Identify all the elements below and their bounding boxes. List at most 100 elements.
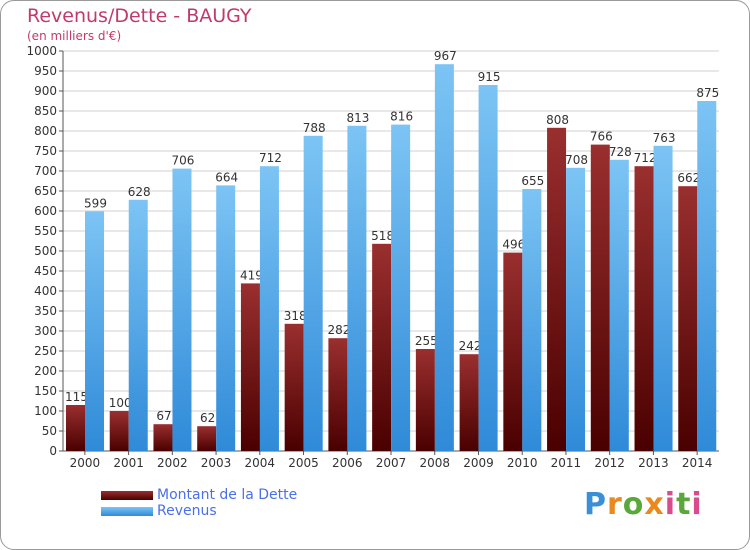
x-tick-label-2014: 2014: [682, 456, 713, 470]
x-tick-label-2007: 2007: [376, 456, 407, 470]
data-label-debt-2002: 67: [156, 409, 171, 423]
bar-debt-2002: [153, 424, 173, 451]
bar-debt-2011: [547, 127, 567, 452]
data-label-revenus-2003: 664: [215, 170, 238, 184]
bar-revenus-2001: [128, 199, 148, 451]
data-label-revenus-2007: 816: [390, 110, 413, 124]
y-tick-label-650: 650: [34, 184, 57, 198]
y-tick-label-600: 600: [34, 204, 57, 218]
bar-debt-2012: [590, 144, 610, 451]
y-tick-label-250: 250: [34, 344, 57, 358]
y-tick-label-450: 450: [34, 264, 57, 278]
x-tick-label-2010: 2010: [507, 456, 538, 470]
data-label-revenus-2006: 813: [346, 111, 369, 125]
x-tick-label-2012: 2012: [594, 456, 625, 470]
data-label-revenus-2010: 655: [521, 174, 544, 188]
y-tick-label-50: 50: [42, 424, 57, 438]
bar-debt-2005: [284, 323, 304, 451]
data-label-debt-2014: 662: [677, 171, 700, 185]
y-tick-label-800: 800: [34, 124, 57, 138]
bar-revenus-2002: [172, 168, 192, 451]
x-tick-label-2006: 2006: [332, 456, 363, 470]
y-tick-label-500: 500: [34, 244, 57, 258]
data-label-revenus-2005: 788: [303, 121, 326, 135]
y-tick-label-850: 850: [34, 104, 57, 118]
data-label-debt-2001: 100: [109, 396, 132, 410]
bar-revenus-2006: [347, 125, 367, 452]
bar-revenus-2007: [391, 124, 411, 451]
data-label-debt-2003: 62: [200, 411, 215, 425]
data-label-revenus-2001: 628: [128, 185, 151, 199]
bar-revenus-2010: [522, 189, 542, 451]
legend-item-revenus: Revenus: [101, 503, 297, 519]
legend-item-debt: Montant de la Dette: [101, 487, 297, 503]
data-label-debt-2012: 766: [590, 130, 613, 144]
y-tick-label-350: 350: [34, 304, 57, 318]
y-tick-label-100: 100: [34, 404, 57, 418]
bar-revenus-2005: [303, 135, 323, 452]
bar-debt-2001: [109, 411, 129, 451]
y-tick-label-150: 150: [34, 384, 57, 398]
bar-revenus-2013: [653, 145, 673, 452]
bar-debt-2013: [634, 166, 654, 451]
y-tick-label-200: 200: [34, 364, 57, 378]
chart-subtitle: (en milliers d'€): [27, 29, 122, 43]
chart-legend: Montant de la Dette Revenus: [101, 487, 297, 519]
x-tick-label-2005: 2005: [288, 456, 319, 470]
bar-debt-2010: [503, 252, 523, 451]
bar-debt-2006: [328, 338, 348, 451]
y-tick-label-950: 950: [34, 64, 57, 78]
y-tick-label-0: 0: [49, 444, 57, 458]
y-tick-label-300: 300: [34, 324, 57, 338]
legend-label-revenus: Revenus: [157, 503, 217, 519]
x-tick-label-2002: 2002: [157, 456, 188, 470]
data-label-debt-2005: 318: [284, 309, 307, 323]
data-label-debt-2007: 518: [371, 229, 394, 243]
data-label-revenus-2004: 712: [259, 151, 282, 165]
bar-debt-2014: [678, 186, 698, 451]
y-tick-label-400: 400: [34, 284, 57, 298]
x-tick-label-2009: 2009: [463, 456, 494, 470]
proxiti-logo: Proxiti: [584, 487, 703, 522]
x-tick-label-2001: 2001: [113, 456, 144, 470]
bar-debt-2008: [415, 349, 435, 451]
data-label-debt-2008: 255: [415, 334, 438, 348]
bar-chart: 0 50 100 150 200 250 300 350 400 450 500 550 600 650 7…: [26, 44, 719, 470]
bar-revenus-2009: [478, 85, 498, 451]
data-label-revenus-2012: 728: [609, 145, 632, 159]
data-label-revenus-2008: 967: [434, 49, 457, 63]
bar-revenus-2004: [259, 166, 279, 451]
chart-title: Revenus/Dette - BAUGY: [27, 5, 252, 27]
legend-swatch-revenus: [101, 506, 153, 516]
data-label-debt-2009: 242: [459, 339, 482, 353]
bar-revenus-2012: [609, 159, 629, 452]
bar-debt-2000: [66, 405, 85, 451]
bar-revenus-2014: [697, 101, 717, 451]
bar-debt-2003: [197, 426, 217, 451]
y-tick-label-1000: 1000: [26, 44, 57, 58]
data-label-revenus-2011: 708: [565, 153, 588, 167]
x-tick-label-2011: 2011: [551, 456, 582, 470]
data-label-debt-2000: 115: [65, 390, 88, 404]
data-label-revenus-2000: 599: [84, 196, 107, 210]
bar-debt-2009: [459, 354, 479, 451]
x-tick-label-2013: 2013: [638, 456, 669, 470]
y-tick-label-550: 550: [34, 224, 57, 238]
data-label-revenus-2014: 875: [696, 86, 719, 100]
bar-revenus-2003: [216, 185, 236, 451]
data-label-debt-2011: 808: [546, 113, 569, 127]
data-label-debt-2006: 282: [327, 323, 350, 337]
x-tick-label-2000: 2000: [70, 456, 101, 470]
bar-revenus-2011: [566, 167, 586, 452]
bar-revenus-2008: [434, 64, 454, 451]
data-label-revenus-2013: 763: [653, 131, 676, 145]
x-tick-label-2003: 2003: [201, 456, 232, 470]
legend-label-debt: Montant de la Dette: [157, 487, 298, 503]
y-tick-label-700: 700: [34, 164, 57, 178]
bar-debt-2004: [240, 283, 260, 451]
bar-debt-2007: [372, 243, 392, 451]
data-label-debt-2004: 419: [240, 268, 263, 282]
x-tick-label-2008: 2008: [419, 456, 450, 470]
data-label-debt-2010: 496: [502, 238, 525, 252]
